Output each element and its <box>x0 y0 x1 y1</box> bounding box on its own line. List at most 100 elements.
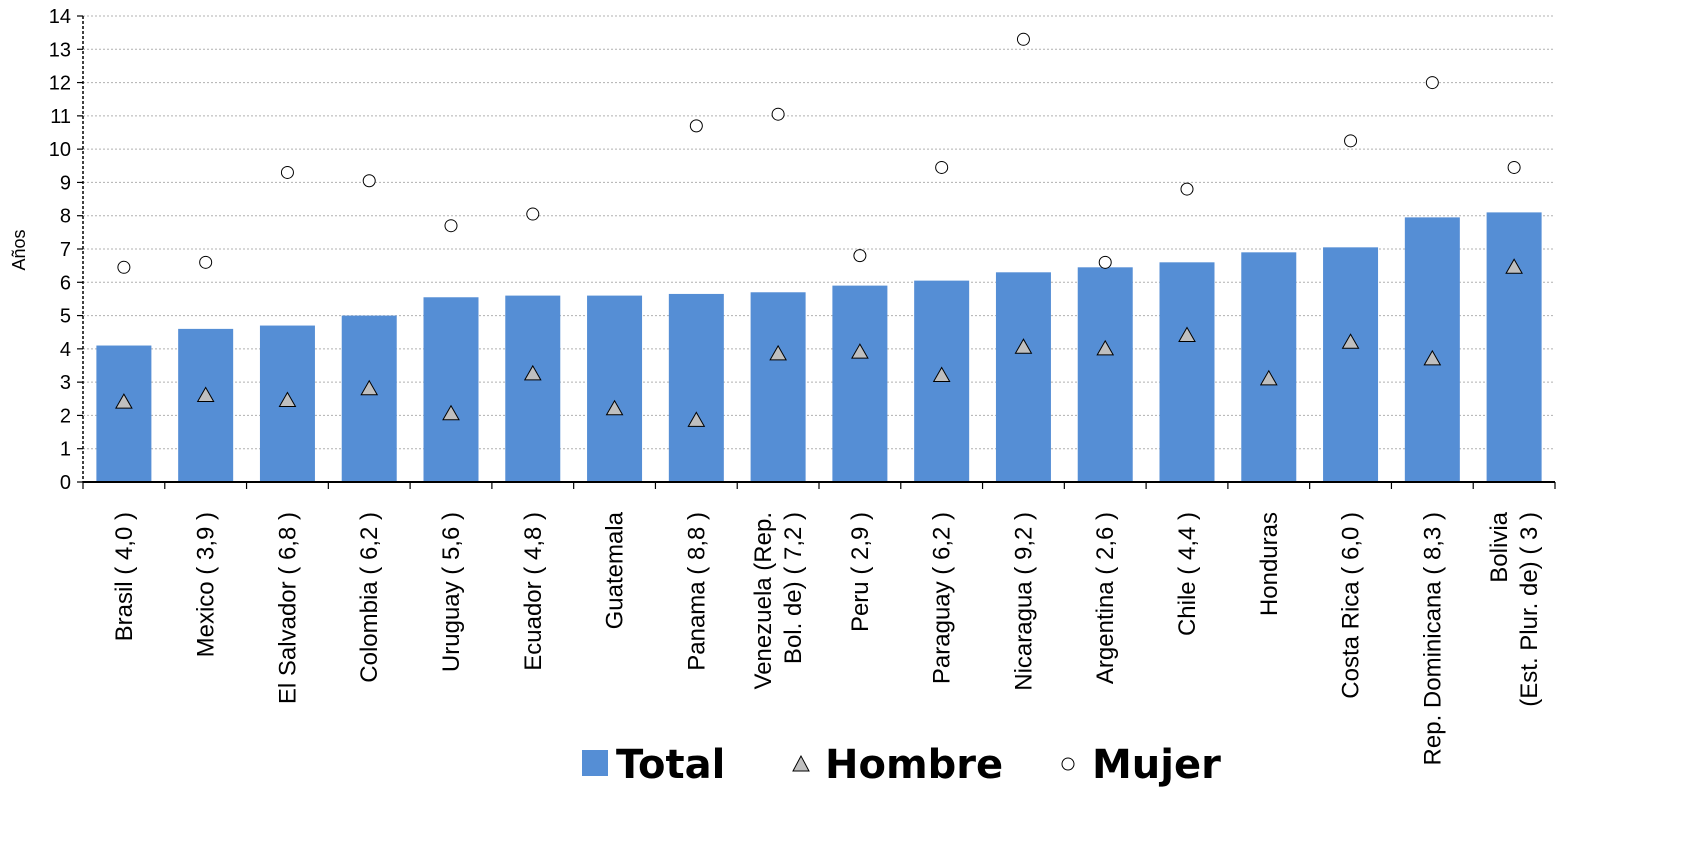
bar <box>96 345 152 482</box>
y-tick-label: 11 <box>50 106 71 128</box>
y-tick-label: 0 <box>60 472 71 494</box>
mujer-marker <box>853 249 867 263</box>
hombre-marker <box>769 344 787 361</box>
category-label: Uruguay ( 5,6 ) <box>438 512 465 672</box>
category-label: (Est. Plur. de) ( 3 ) <box>1516 512 1543 707</box>
y-tick-label: 6 <box>60 272 71 294</box>
mujer-marker <box>526 207 540 221</box>
y-tick-label: 14 <box>49 6 71 28</box>
category-label: Colombia ( 6,2 ) <box>356 512 383 683</box>
legend-swatch-total <box>582 750 608 776</box>
gridlines <box>83 15 1555 450</box>
legend-swatch-mujer <box>1061 757 1075 771</box>
mujer-marker <box>280 165 294 179</box>
category-label: El Salvador ( 6,8 ) <box>274 512 301 704</box>
mujer-marker <box>1016 32 1030 46</box>
y-tick-label: 12 <box>49 73 71 95</box>
bar <box>832 285 888 482</box>
bar <box>341 315 397 482</box>
hombre-marker <box>1259 369 1278 386</box>
bar <box>178 328 234 482</box>
y-tick-label: 13 <box>49 39 71 61</box>
hombre-marker <box>523 364 542 381</box>
category-label: Costa Rica ( 6,0 ) <box>1338 512 1365 699</box>
x-axis <box>82 481 1556 489</box>
y-tick-label: 1 <box>60 439 71 461</box>
marker-series <box>115 32 1523 427</box>
y-axis-label: Años <box>9 229 29 270</box>
bar <box>1323 247 1379 482</box>
bar <box>1077 267 1133 482</box>
hombre-marker <box>851 343 869 359</box>
mujer-marker <box>1425 76 1439 90</box>
hombre-marker <box>196 386 215 402</box>
y-tick-label: 9 <box>60 172 71 194</box>
mujer-marker <box>199 255 213 269</box>
mujer-marker <box>444 219 458 233</box>
category-label: Paraguay ( 6,2 ) <box>929 512 956 684</box>
mujer-marker <box>362 174 376 188</box>
bar <box>995 272 1051 482</box>
bar <box>423 297 479 482</box>
category-label: Guatemala <box>602 511 629 629</box>
legend-swatch-hombre <box>792 754 810 772</box>
legend-label-hombre: Hombre <box>825 742 1003 788</box>
category-label: Bol. de) ( 7,2 ) <box>780 512 807 664</box>
y-tick-label: 8 <box>60 206 71 228</box>
bar <box>1486 212 1542 482</box>
hombre-marker <box>1096 339 1115 356</box>
category-label: Chile ( 4,4 ) <box>1174 512 1201 636</box>
category-label: Ecuador ( 4,8 ) <box>520 512 547 671</box>
category-label: Venezuela (Rep. <box>750 512 777 689</box>
hombre-marker <box>278 391 297 407</box>
category-label: Honduras <box>1256 512 1283 616</box>
bar <box>587 295 643 482</box>
bar <box>1404 217 1460 482</box>
bar <box>750 292 806 482</box>
y-tick-label: 5 <box>60 306 71 328</box>
category-label: Peru ( 2,9 ) <box>847 512 874 632</box>
hombre-marker <box>687 411 706 427</box>
category-label: Nicaragua ( 9,2 ) <box>1010 512 1037 691</box>
hombre-marker <box>932 366 951 382</box>
hombre-marker <box>115 393 133 409</box>
legend-label-mujer: Mujer <box>1092 742 1221 788</box>
category-labels: Brasil ( 4,0 ) Mexico ( 3,9 ) El Salvador … <box>111 511 1543 765</box>
hombre-marker <box>1505 258 1523 274</box>
y-tick-label: 3 <box>60 372 71 394</box>
bar <box>1241 252 1297 482</box>
mujer-marker <box>1180 182 1194 196</box>
y-tick-label: 2 <box>60 405 71 427</box>
category-label: Bolivia <box>1486 511 1513 582</box>
hombre-marker <box>1341 333 1360 349</box>
mujer-marker <box>935 160 949 174</box>
bar <box>505 295 561 482</box>
category-label: Mexico ( 3,9 ) <box>193 512 220 657</box>
mujer-marker <box>117 260 131 274</box>
category-label: Argentina ( 2,6 ) <box>1092 512 1119 684</box>
hombre-marker <box>1014 338 1033 354</box>
bar <box>1159 262 1215 482</box>
category-label: Panama ( 8,8 ) <box>683 512 710 671</box>
y-tick-label: 7 <box>60 239 71 261</box>
hombre-marker <box>1178 326 1196 343</box>
mujer-marker <box>1098 255 1112 269</box>
bar-series-total <box>96 212 1542 482</box>
category-label: Brasil ( 4,0 ) <box>111 512 138 641</box>
hombre-marker <box>1423 349 1442 366</box>
legend: Total Hombre Mujer <box>582 742 1221 788</box>
mujer-marker <box>1507 160 1521 174</box>
y-tick-label: 10 <box>49 139 71 161</box>
hombre-marker <box>360 379 379 396</box>
hombre-marker <box>442 404 460 421</box>
legend-label-total: Total <box>616 742 725 788</box>
mujer-marker <box>1344 134 1358 148</box>
mujer-marker <box>771 107 785 121</box>
hombre-marker <box>605 399 624 416</box>
y-tick-label: 4 <box>60 339 71 361</box>
mujer-marker <box>689 119 703 133</box>
category-label: Rep. Dominicana ( 8,3 ) <box>1419 512 1446 765</box>
bar <box>668 293 724 482</box>
